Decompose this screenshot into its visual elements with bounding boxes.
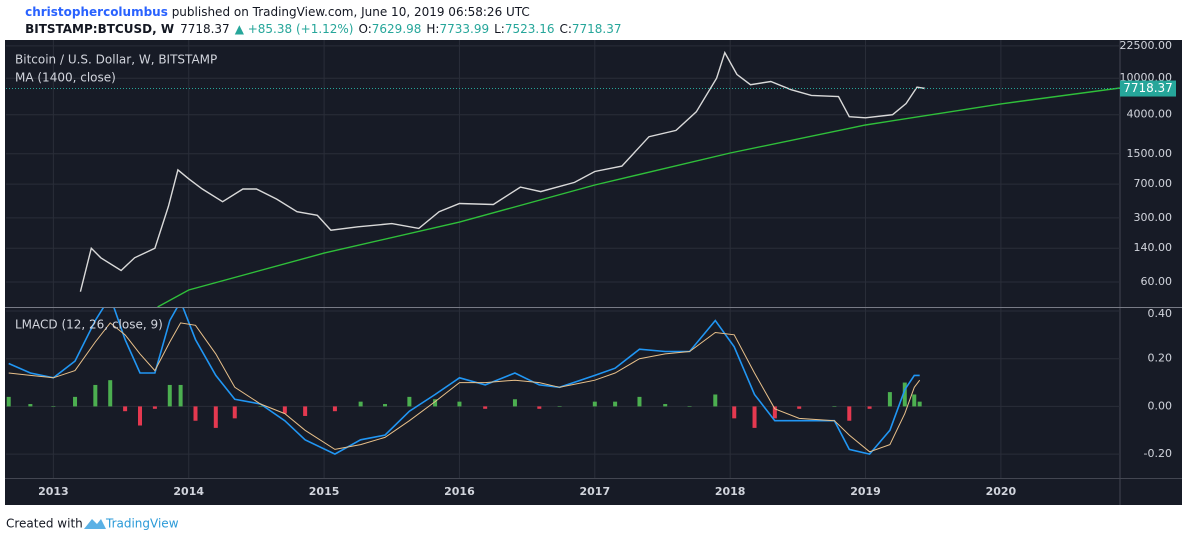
histogram-bar	[752, 406, 757, 428]
brand-name[interactable]: TradingView	[105, 517, 179, 531]
header-line: christophercolumbus published on Trading…	[6, 5, 541, 19]
histogram-bar	[232, 406, 237, 419]
y-tick-label: 0.00	[1148, 399, 1173, 412]
histogram-bar	[687, 406, 692, 407]
histogram-bar	[358, 401, 363, 407]
histogram-bar	[193, 406, 198, 421]
histogram-bar	[483, 406, 488, 409]
histogram-bar	[537, 406, 542, 409]
histogram-bar	[557, 406, 562, 407]
y-tick-label: 0.20	[1148, 352, 1173, 365]
histogram-bar	[832, 406, 837, 407]
footer-text: Created with	[6, 517, 83, 531]
y-tick-label: 140.00	[1134, 241, 1173, 254]
pane	[6, 308, 1120, 478]
legend-entry: MA (1400, close)	[15, 71, 116, 85]
y-tick-label: 0.40	[1148, 307, 1173, 320]
change: ▲ +85.38 (+1.12%)	[235, 22, 354, 36]
histogram-bar	[167, 384, 172, 407]
histogram-bar	[407, 396, 412, 407]
histogram-bar	[663, 404, 668, 407]
histogram-bar	[512, 399, 517, 407]
chart-title: Bitcoin / U.S. Dollar, W, BITSTAMP	[15, 53, 217, 67]
last-price-box	[1120, 80, 1176, 97]
histogram-bar	[433, 399, 438, 407]
chart-title: LMACD (12, 26, close, 9)	[15, 318, 163, 332]
ohlc-label: H:	[426, 22, 439, 36]
brand-logo[interactable]	[84, 519, 106, 529]
author[interactable]: christophercolumbus	[25, 5, 168, 19]
histogram-bar	[797, 406, 802, 409]
ohlc-value: 7718.37	[572, 22, 622, 36]
y-tick-label: 300.00	[1134, 211, 1173, 224]
price-line	[157, 87, 1120, 307]
histogram-bar	[457, 401, 462, 407]
ohlc-label: O:	[359, 22, 372, 36]
histogram-bar	[732, 406, 737, 419]
published: published on TradingView.com, June 10, 2…	[168, 5, 530, 19]
ohlc-label: C:	[559, 22, 571, 36]
histogram-bar	[123, 406, 128, 412]
histogram-bar	[282, 406, 287, 414]
x-tick-label: 2015	[309, 485, 340, 498]
histogram-bar	[332, 406, 337, 412]
y-tick-label: 4000.00	[1127, 108, 1173, 121]
x-tick-label: 2018	[715, 485, 746, 498]
x-tick-label: 2017	[579, 485, 610, 498]
histogram-bar	[917, 401, 922, 407]
histogram-bar	[93, 384, 98, 407]
histogram-bar	[713, 394, 718, 407]
histogram-bar	[6, 396, 11, 407]
histogram-bar	[592, 401, 597, 407]
y-tick-label: 1500.00	[1127, 147, 1173, 160]
y-tick-label: 60.00	[1141, 275, 1173, 288]
histogram-bar	[178, 384, 183, 407]
y-tick-label: -0.20	[1144, 447, 1172, 460]
histogram-bar	[73, 396, 78, 407]
histogram-bar	[772, 406, 777, 419]
histogram-bar	[28, 404, 33, 407]
x-tick-label: 2020	[986, 485, 1017, 498]
x-tick-label: 2014	[173, 485, 204, 498]
symbol: BITSTAMP:BTCUSD, W	[25, 22, 174, 36]
histogram-bar	[912, 394, 917, 407]
x-tick-label: 2019	[850, 485, 881, 498]
histogram-bar	[51, 406, 56, 407]
histogram-bar	[108, 380, 113, 407]
histogram-bar	[847, 406, 852, 421]
ohlc-value: 7733.99	[439, 22, 489, 36]
x-tick-label: 2016	[444, 485, 475, 498]
ohlc-label: L:	[494, 22, 505, 36]
histogram-bar	[867, 406, 872, 409]
price-line	[79, 50, 926, 292]
ohlc-value: 7629.98	[372, 22, 422, 36]
x-tick-label: 2013	[38, 485, 69, 498]
last-price: 7718.37	[180, 22, 230, 36]
ohlc-value: 7523.16	[505, 22, 555, 36]
symbol-line: BITSTAMP:BTCUSD, W 7718.37 ▲ +85.38 (+1.12…	[6, 22, 633, 36]
chart-background	[5, 40, 1182, 505]
histogram-bar	[213, 406, 218, 428]
histogram-bar	[138, 406, 143, 426]
last-price-label: 7718.37	[1123, 81, 1173, 95]
histogram-bar	[152, 406, 157, 409]
chart-layer: 60.00140.00300.00700.001500.004000.00100…	[6, 39, 1176, 498]
pane	[6, 40, 1120, 307]
histogram-bar	[613, 401, 618, 407]
macd-line	[8, 322, 921, 453]
histogram-bar	[303, 406, 308, 416]
y-tick-label: 22500.00	[1120, 39, 1173, 52]
histogram-bar	[902, 382, 907, 407]
y-tick-label: 700.00	[1134, 177, 1173, 190]
histogram-bar	[637, 396, 642, 407]
histogram-bar	[887, 392, 892, 407]
macd-line	[8, 308, 920, 456]
histogram-bar	[383, 404, 388, 407]
histogram-bar	[258, 406, 263, 407]
